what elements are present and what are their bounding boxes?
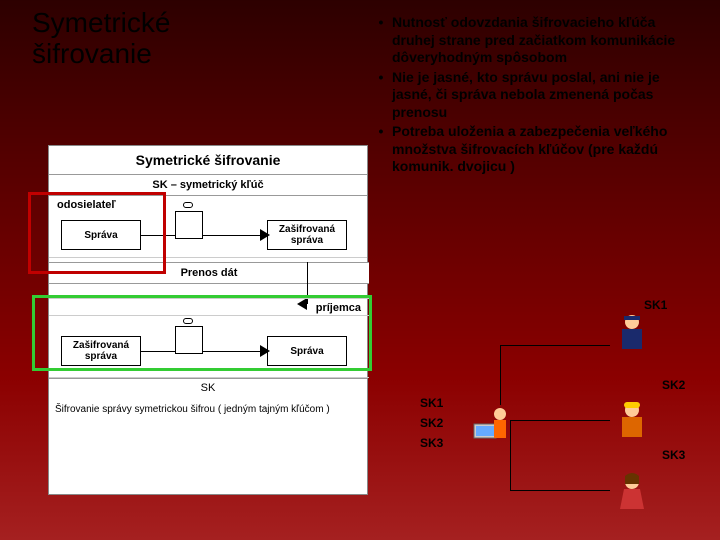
bullet-3: Potreba uloženia a zabezpečenia veľkého … xyxy=(392,123,700,176)
plaintext-recv-box: Správa xyxy=(267,336,347,366)
receiver-label: príjemca xyxy=(316,302,361,314)
sk-bottom-label: SK xyxy=(49,378,367,397)
sender-label: odosielateľ xyxy=(57,199,116,211)
cipher-diagram-panel: Symetrické šifrovanie SK – symetrický kľ… xyxy=(48,145,368,495)
sk-key-label: SK – symetrický kľúč xyxy=(49,175,367,196)
officer-icon xyxy=(612,310,652,354)
sk1-left: SK1 xyxy=(420,396,443,410)
title-line2: šifrovanie xyxy=(32,38,152,69)
plaintext-box: Správa xyxy=(61,220,141,250)
panel-title: Symetrické šifrovanie xyxy=(49,146,367,175)
sk2-left: SK2 xyxy=(420,416,443,430)
encrypt-box xyxy=(175,211,203,239)
key-icon xyxy=(183,202,193,208)
characteristics-list: •Nutnosť odovzdania šifrovacieho kľúča d… xyxy=(370,14,700,178)
sk3-badge: SK3 xyxy=(662,448,685,462)
decrypt-box xyxy=(175,326,203,354)
ciphertext-box: Zašifrovaná správa xyxy=(267,220,347,250)
receiver-row: Zašifrovaná správa Správa xyxy=(49,316,369,378)
bullet-1: Nutnosť odovzdania šifrovacieho kľúča dr… xyxy=(392,14,700,67)
woman-icon xyxy=(612,470,652,514)
panel-caption: Šifrovanie správy symetrickou šifrou ( j… xyxy=(55,404,355,416)
page-title: Symetrické šifrovanie xyxy=(32,8,170,70)
ciphertext-recv-box: Zašifrovaná správa xyxy=(61,336,141,366)
bullet-dot: • xyxy=(370,69,392,122)
sk3-left: SK3 xyxy=(420,436,443,450)
key-icon xyxy=(183,318,193,324)
bullet-dot: • xyxy=(370,123,392,176)
sk1-badge-top: SK1 xyxy=(644,298,667,312)
sender-row: odosielateľ Správa Zašifrovaná správa xyxy=(49,196,367,258)
receiver-label-row: príjemca xyxy=(49,298,369,316)
bullet-2: Nie je jasné, kto správu poslal, ani nie… xyxy=(392,69,700,122)
worker-icon xyxy=(612,398,652,442)
sk2-badge: SK2 xyxy=(662,378,685,392)
computer-user-icon xyxy=(470,400,510,444)
transfer-label: Prenos dát xyxy=(49,262,369,284)
bullet-dot: • xyxy=(370,14,392,67)
title-line1: Symetrické xyxy=(32,7,170,38)
